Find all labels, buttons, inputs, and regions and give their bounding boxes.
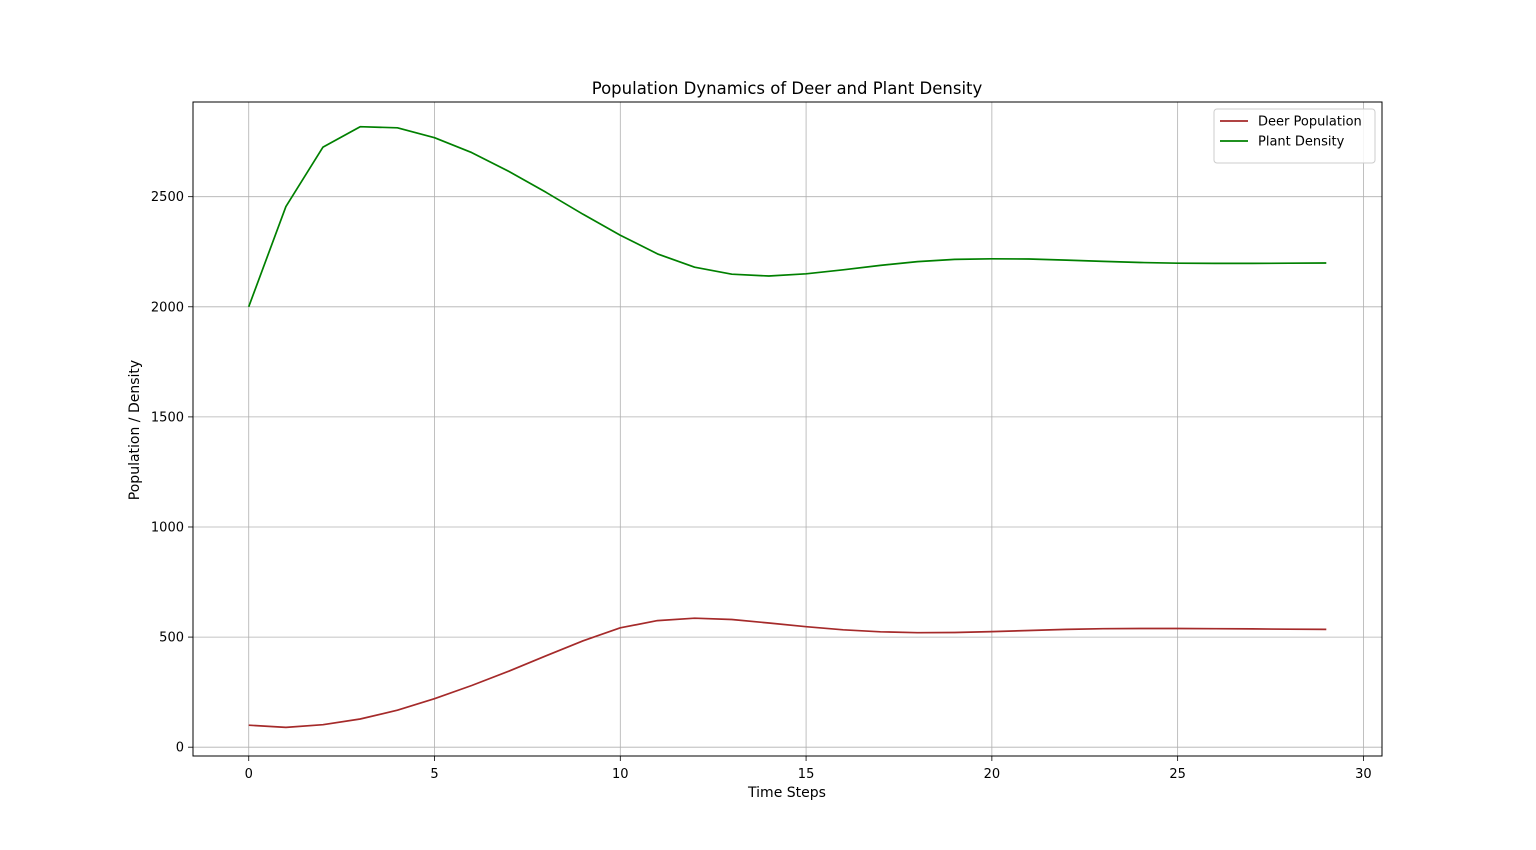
y-tick-label: 2000 [151,300,184,315]
x-tick-label: 10 [612,767,629,782]
x-tick-label: 30 [1355,767,1372,782]
legend-box [1213,108,1376,164]
x-axis-ticks: 0 5 10 15 20 25 30 [245,756,1372,782]
y-tick-label: 1000 [151,520,184,535]
series-line-deer-population [248,617,1327,729]
y-axis-label: Population / Density [127,360,143,500]
y-tick-label: 500 [159,631,184,646]
x-tick-label: 5 [430,767,438,782]
chart-title: Population Dynamics of Deer and Plant De… [592,79,983,98]
plot-area-frame [192,101,1383,757]
legend-label: Deer Population [1258,115,1362,130]
y-tick-label: 1500 [151,410,184,425]
y-axis-ticks: 0 500 1000 1500 2000 2500 [151,190,193,756]
x-axis-label: Time Steps [747,785,826,801]
x-tick-label: 0 [245,767,253,782]
y-tick-label: 2500 [151,190,184,205]
y-tick-label: 0 [176,741,184,756]
x-tick-label: 25 [1169,767,1186,782]
x-tick-label: 20 [984,767,1001,782]
series-line-plant-density [247,125,1327,308]
x-tick-label: 15 [798,767,815,782]
legend-label: Plant Density [1258,135,1345,150]
grid-lines [193,102,1382,756]
series-lines [247,125,1327,729]
legend: Deer Population Plant Density [1213,108,1376,164]
